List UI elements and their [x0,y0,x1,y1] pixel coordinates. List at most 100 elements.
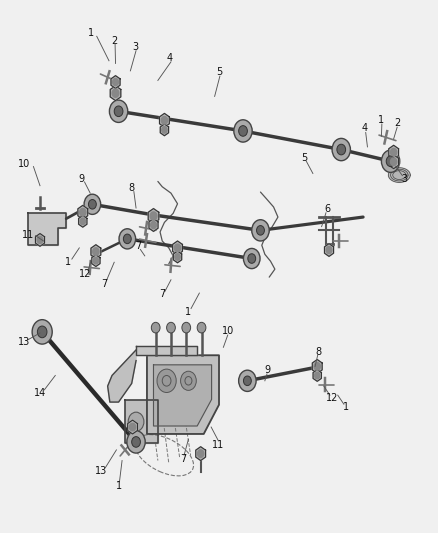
Circle shape [248,254,256,263]
Polygon shape [160,124,169,136]
Polygon shape [113,78,118,85]
Polygon shape [389,168,410,182]
Polygon shape [112,89,119,98]
Circle shape [185,376,192,385]
Text: 7: 7 [101,279,107,288]
Circle shape [166,322,175,333]
Circle shape [162,375,171,386]
Text: 8: 8 [129,183,135,193]
Polygon shape [312,360,322,373]
Circle shape [234,120,252,142]
Circle shape [128,412,144,431]
Polygon shape [78,215,87,227]
Circle shape [257,225,265,235]
Circle shape [157,369,176,392]
Polygon shape [391,148,397,156]
Polygon shape [80,208,86,216]
Text: 1: 1 [116,481,122,490]
Circle shape [180,371,196,390]
Polygon shape [150,212,157,220]
Polygon shape [151,222,156,229]
Polygon shape [91,245,101,259]
Text: 1: 1 [65,257,71,267]
Text: 7: 7 [135,241,141,251]
Polygon shape [93,248,99,255]
Polygon shape [198,450,204,457]
Circle shape [197,322,206,333]
Text: 5: 5 [301,152,307,163]
Circle shape [37,326,47,338]
Circle shape [252,220,269,241]
Text: 10: 10 [18,159,30,169]
Polygon shape [28,213,66,245]
Polygon shape [37,237,43,244]
Circle shape [337,144,346,155]
Text: 12: 12 [325,393,338,403]
Circle shape [182,322,191,333]
Circle shape [151,322,160,333]
Text: 3: 3 [402,174,408,184]
Polygon shape [161,117,168,124]
Polygon shape [173,251,182,263]
Polygon shape [80,218,85,224]
Polygon shape [314,362,320,370]
Polygon shape [389,146,399,159]
Circle shape [244,376,251,385]
Circle shape [114,106,123,117]
Text: 4: 4 [361,123,367,133]
Polygon shape [92,255,100,266]
Polygon shape [78,205,88,219]
Polygon shape [35,233,45,246]
Polygon shape [393,171,406,180]
Polygon shape [111,76,120,88]
Text: 4: 4 [167,53,173,63]
Polygon shape [389,155,399,168]
Text: 7: 7 [180,454,186,464]
Polygon shape [174,244,180,252]
Circle shape [381,150,400,172]
Text: 13: 13 [95,466,107,476]
Polygon shape [149,219,158,231]
Circle shape [32,320,52,344]
Polygon shape [110,86,121,101]
Polygon shape [326,247,332,254]
Polygon shape [148,208,159,223]
Text: 12: 12 [79,270,91,279]
Polygon shape [159,114,170,127]
Text: 2: 2 [111,36,117,45]
Text: 13: 13 [18,337,30,347]
Circle shape [239,126,247,136]
Polygon shape [313,369,321,381]
Text: 14: 14 [34,388,46,398]
Text: 1: 1 [185,306,191,317]
Text: 7: 7 [159,289,166,299]
Text: 5: 5 [216,68,222,77]
Polygon shape [147,356,219,434]
Polygon shape [175,254,180,260]
Text: 6: 6 [324,204,330,214]
Text: 1: 1 [88,28,95,38]
Circle shape [124,234,131,244]
Polygon shape [93,257,99,264]
Polygon shape [325,244,334,256]
Text: 1: 1 [343,402,349,413]
Circle shape [84,194,101,214]
Circle shape [119,229,136,249]
Circle shape [127,431,145,453]
Circle shape [88,199,96,209]
Text: 2: 2 [394,118,400,128]
Polygon shape [196,447,205,461]
Polygon shape [153,365,212,426]
Text: 11: 11 [212,440,224,450]
Circle shape [132,437,141,447]
Text: 1: 1 [378,115,385,125]
Circle shape [244,248,260,269]
Text: 8: 8 [315,346,321,357]
Circle shape [239,370,256,391]
Text: 9: 9 [264,365,270,375]
Circle shape [332,139,350,161]
Polygon shape [391,158,397,166]
Text: 9: 9 [78,174,85,184]
Polygon shape [125,400,158,443]
Polygon shape [127,420,138,434]
